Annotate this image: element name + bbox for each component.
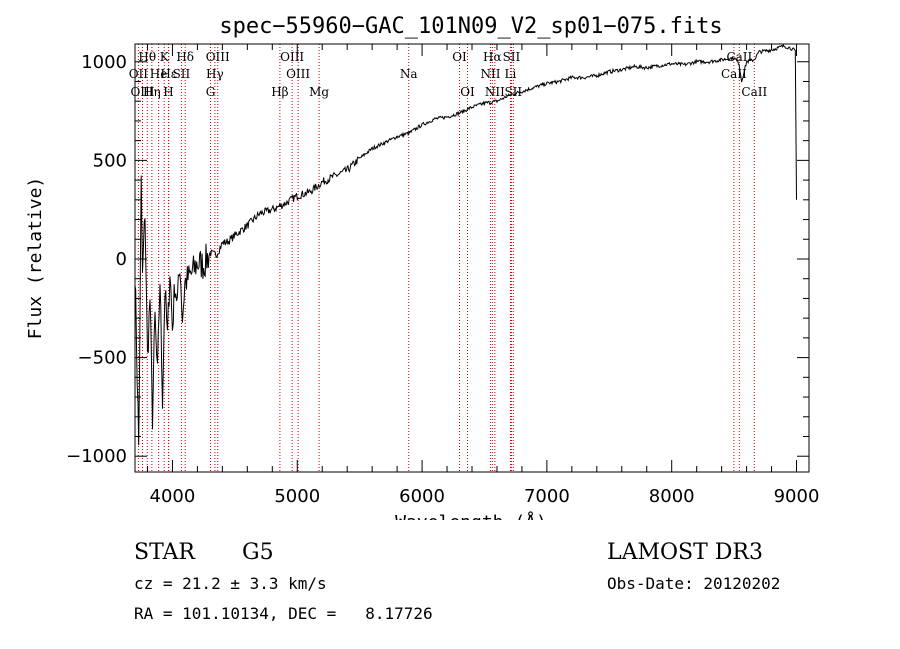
spectral-line-label: CaII [741, 85, 767, 99]
x-tick-label: 5000 [274, 486, 320, 507]
y-axis-label: Flux (relative) [25, 177, 46, 340]
spectral-line-label: He [150, 67, 168, 81]
spectral-line-label: NII [480, 67, 500, 81]
spectral-line-label: SII [173, 67, 191, 81]
spectral-line-label: OIII [130, 85, 154, 99]
axis-ticks: 4000 5000 6000 7000 8000 9000 −1000 −500 0 500 100… [66, 44, 819, 507]
y-tick-label: −500 [78, 348, 127, 369]
chart-title: spec−55960−GAC_101N09_V2_sp01−075.fits [219, 14, 722, 39]
x-tick-label: 6000 [399, 486, 445, 507]
plot-frame [134, 43, 810, 473]
spectral-line-label: G [206, 85, 216, 99]
spectral-line-label: OI [452, 50, 467, 64]
y-tick-label: −1000 [66, 446, 127, 467]
spectral-line-label: OIII [286, 67, 310, 81]
spectral-line-label: OII [129, 67, 149, 81]
spectral-line-label: Hη [143, 85, 161, 99]
spectral-line-label: SII [503, 50, 521, 64]
spectral-line-label: Mg [309, 85, 329, 99]
x-tick-label: 8000 [649, 486, 695, 507]
object-class: STAR [134, 540, 195, 565]
spectral-line-label: Hθ [138, 50, 156, 64]
spectral-line-label: Hβ [271, 85, 288, 99]
y-tick-label: 500 [93, 150, 127, 171]
spectral-line-label: OIII [206, 50, 230, 64]
object-subclass: G5 [242, 540, 274, 565]
redshift-value: cz = 21.2 ± 3.3 km/s [134, 574, 327, 593]
x-axis-label: Wavelength (Å) [395, 511, 547, 520]
spectral-line-label: CaII [721, 67, 747, 81]
survey-name: LAMOST DR3 [607, 540, 763, 565]
spectral-line-label: H [163, 85, 173, 99]
x-tick-label: 7000 [524, 486, 570, 507]
spectral-line-label: Hε [160, 67, 177, 81]
spectral-line-label: Hγ [206, 67, 224, 81]
spectral-line-label: Li [505, 67, 517, 81]
coordinates: RA = 101.10134, DEC = 8.17726 [134, 604, 433, 623]
spectral-line-label: Hα [483, 50, 502, 64]
y-tick-label: 1000 [81, 52, 127, 73]
x-tick-label: 4000 [150, 486, 196, 507]
y-tick-label: 0 [116, 249, 127, 270]
flux-series-line [134, 43, 797, 446]
obs-date: Obs-Date: 20120202 [607, 574, 781, 593]
spectral-line-label: NII [485, 85, 505, 99]
spectral-line-label: Na [400, 67, 418, 81]
spectral-line-label: CaII [726, 50, 752, 64]
x-tick-label: 9000 [774, 486, 820, 507]
spectral-line-label: K [160, 50, 170, 64]
spectral-line-label: SII [504, 85, 522, 99]
spectral-line-label: OIII [280, 50, 304, 64]
spectral-line-label: Hδ [176, 50, 194, 64]
spectral-line-label: OI [460, 85, 475, 99]
spectrum-chart: spec−55960−GAC_101N09_V2_sp01−075.fits 4… [25, 14, 819, 520]
spectral-line-markers [137, 44, 755, 472]
